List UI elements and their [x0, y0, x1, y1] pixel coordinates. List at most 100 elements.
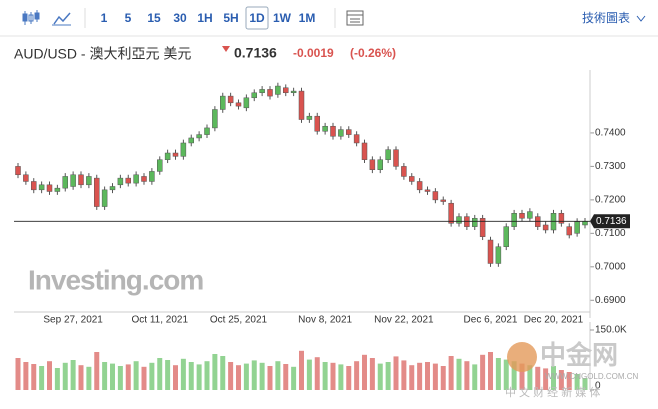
- interval-button[interactable]: 1M: [299, 11, 316, 25]
- candle-body: [62, 176, 68, 189]
- last-price: 0.7136: [234, 45, 277, 61]
- interval-button[interactable]: 1H: [197, 11, 212, 25]
- interval-button[interactable]: 1D: [249, 11, 265, 25]
- table-icon[interactable]: [346, 10, 364, 26]
- candle-body: [290, 90, 297, 94]
- technical-chart-menu[interactable]: 技術圖表: [582, 11, 630, 25]
- selected-interval: [245, 6, 269, 30]
- volume-bar: [535, 366, 541, 390]
- volume-bar: [354, 361, 360, 390]
- volume-bar: [133, 361, 139, 390]
- volume-bar: [15, 358, 21, 390]
- volume-bar: [188, 362, 194, 390]
- candle-body: [472, 218, 478, 227]
- candle-body: [393, 149, 399, 167]
- volume-bar: [299, 350, 304, 390]
- interval-button[interactable]: 5: [125, 11, 132, 25]
- candle-body: [440, 199, 446, 202]
- volume-bar: [432, 363, 438, 390]
- volume-bar: [519, 363, 525, 390]
- candle-body: [456, 216, 462, 224]
- candle-body: [479, 218, 486, 237]
- volume-bar: [488, 352, 493, 390]
- candle-body: [582, 221, 588, 226]
- line-icon[interactable]: [52, 12, 71, 26]
- candle-body: [125, 177, 131, 184]
- candle-body: [188, 137, 194, 144]
- volume-bar: [243, 363, 249, 390]
- volume-tick-label: 0: [595, 381, 601, 392]
- site-logo: [507, 342, 537, 372]
- candle-body: [409, 176, 415, 182]
- volume-bar: [480, 354, 486, 390]
- interval-button[interactable]: 1: [101, 11, 108, 25]
- candle-body: [54, 187, 61, 192]
- last-price-tag: [590, 214, 630, 229]
- candle-body: [23, 174, 29, 182]
- volume-bar: [275, 361, 281, 390]
- volume-bar: [448, 356, 454, 390]
- volume-bar: [236, 365, 241, 390]
- volume-bar: [70, 360, 76, 390]
- x-tick-label: Oct 25, 2021: [210, 315, 268, 326]
- interval-button[interactable]: 15: [147, 11, 161, 25]
- candle-body: [86, 176, 92, 186]
- volume-bar: [527, 365, 533, 390]
- x-tick-label: Nov 22, 2021: [374, 315, 434, 326]
- volume-bar: [62, 362, 68, 390]
- interval-button[interactable]: 1W: [273, 11, 292, 25]
- candle-body: [432, 191, 439, 201]
- volume-bar: [220, 356, 226, 390]
- candle-body: [298, 90, 305, 120]
- candle-body: [172, 152, 179, 157]
- volume-bar: [196, 364, 202, 390]
- volume-bar: [330, 362, 336, 390]
- price-change: -0.0019: [293, 46, 334, 60]
- candle-body: [133, 174, 139, 184]
- candle-body: [31, 181, 37, 191]
- candle-body: [338, 129, 344, 137]
- volume-bar: [582, 378, 588, 390]
- volume-bar: [558, 370, 564, 390]
- candle-body: [164, 152, 171, 160]
- volume-bar: [173, 365, 178, 390]
- down-indicator: [222, 46, 230, 52]
- x-tick-label: Sep 27, 2021: [43, 315, 103, 326]
- volume-bar: [440, 366, 446, 390]
- volume-bar: [472, 364, 478, 390]
- volume-bar: [23, 362, 29, 390]
- volume-bar: [117, 366, 123, 390]
- candle-body: [322, 125, 328, 132]
- candle-body: [542, 224, 549, 231]
- candle-body: [385, 149, 391, 160]
- volume-bar: [47, 361, 52, 390]
- candle-body: [566, 226, 572, 236]
- interval-button[interactable]: 30: [173, 11, 187, 25]
- candle-body: [401, 166, 407, 177]
- candle-body: [78, 174, 84, 186]
- candle-body: [306, 115, 313, 120]
- brand-watermark: Investing.com: [28, 264, 203, 295]
- candle-body: [314, 115, 320, 132]
- volume-bar: [86, 366, 92, 390]
- candle-body: [38, 184, 45, 191]
- volume-bar: [141, 366, 147, 390]
- candle-body: [487, 239, 494, 264]
- candle-body: [94, 177, 100, 207]
- candle-body: [196, 134, 202, 139]
- x-tick-label: Oct 11, 2021: [131, 315, 188, 326]
- volume-bar: [78, 365, 84, 390]
- dropdown-arrow[interactable]: [636, 15, 646, 22]
- volume-bar: [212, 354, 218, 390]
- x-tick-label: Nov 8, 2021: [298, 315, 352, 326]
- candle-icon[interactable]: [22, 10, 40, 25]
- candle-body: [448, 202, 454, 224]
- volume-bar: [267, 366, 273, 390]
- candle-body: [157, 159, 163, 172]
- candle-body: [275, 85, 281, 95]
- site-watermark: 中金网: [540, 340, 618, 370]
- volume-bar: [283, 364, 289, 390]
- volume-bar: [409, 365, 415, 390]
- interval-button[interactable]: 5H: [223, 11, 238, 25]
